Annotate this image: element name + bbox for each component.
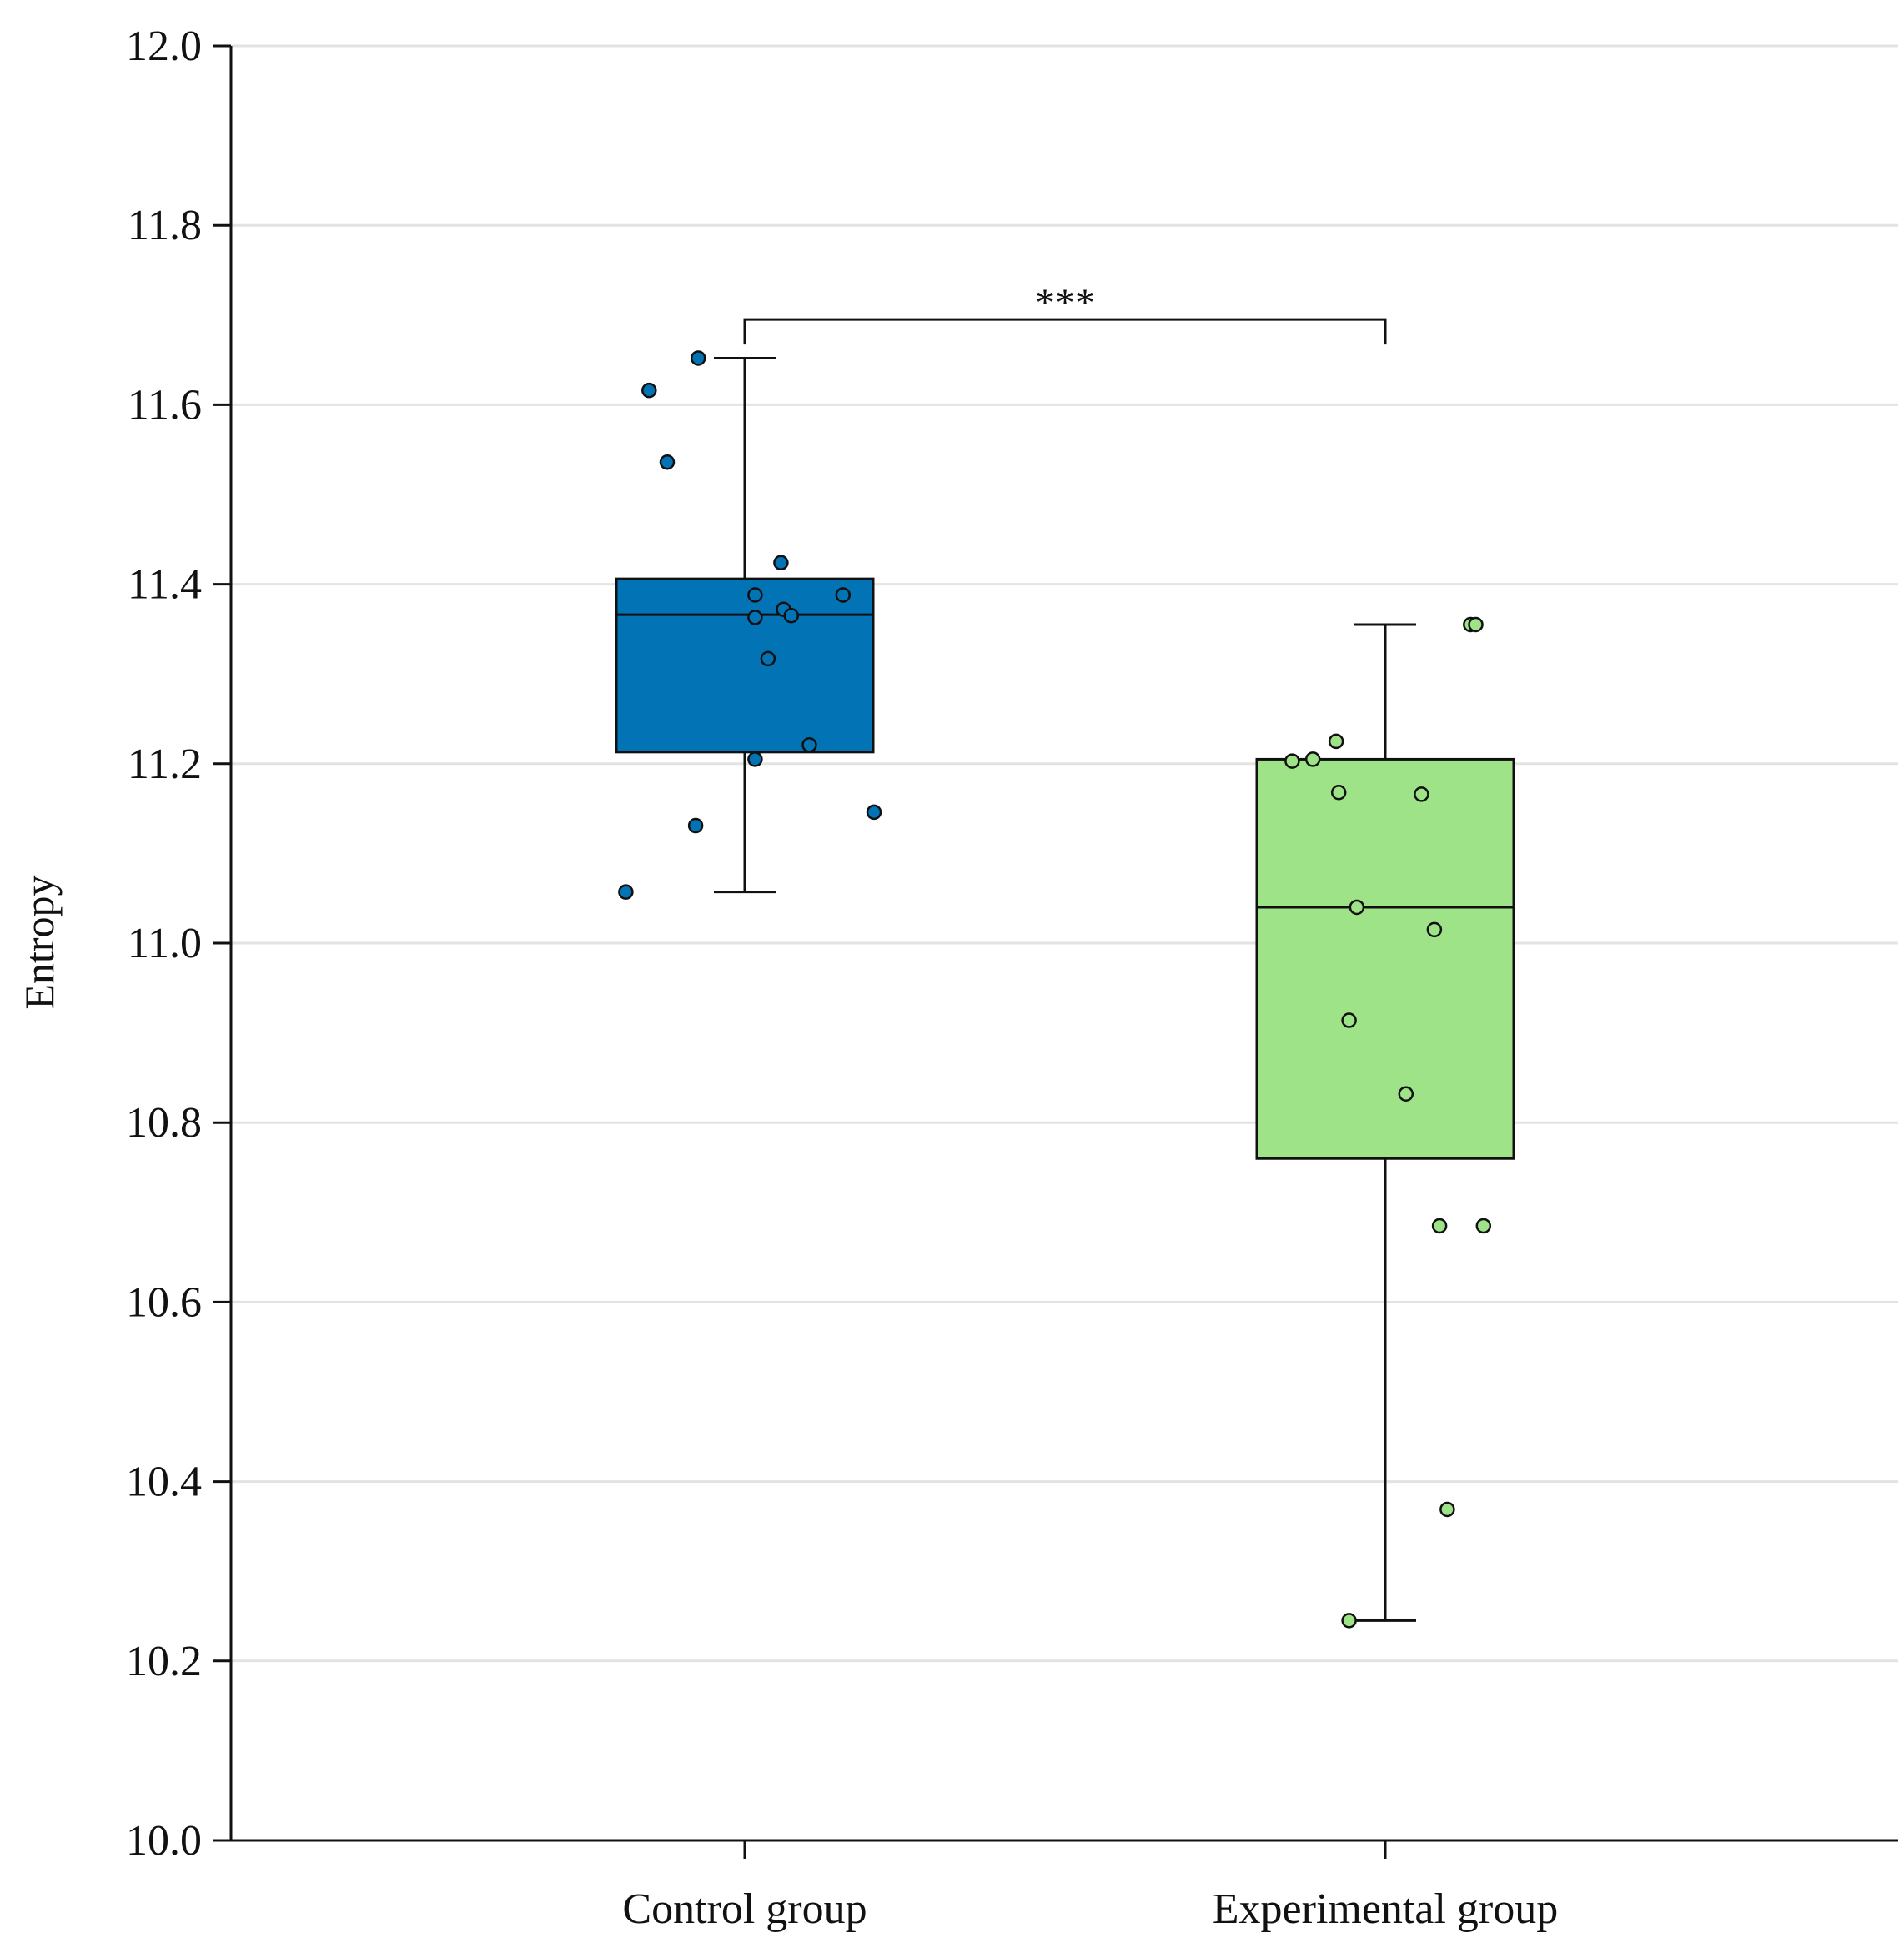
- data-point: [1304, 751, 1321, 767]
- data-point: [1439, 1501, 1455, 1518]
- data-point: [641, 382, 657, 399]
- y-tick-label: 11.2: [128, 741, 202, 788]
- y-tick-label: 11.0: [128, 920, 202, 967]
- y-tick-label: 10.2: [126, 1638, 202, 1685]
- data-point: [687, 817, 704, 834]
- data-point: [1475, 1218, 1492, 1234]
- y-tick-label: 10.6: [126, 1278, 202, 1326]
- y-tick-label: 10.4: [126, 1459, 202, 1506]
- data-point: [659, 454, 676, 470]
- box-control: [615, 356, 875, 894]
- box-experimental: [1255, 623, 1515, 1622]
- data-point: [760, 650, 776, 667]
- significance-annotation: ***: [743, 281, 1387, 345]
- data-point: [1398, 1086, 1414, 1102]
- data-point: [773, 555, 789, 571]
- data-point: [618, 884, 634, 900]
- data-point: [866, 804, 882, 821]
- data-point: [690, 350, 706, 366]
- data-point: [1284, 753, 1300, 769]
- data-point: [1330, 784, 1347, 801]
- y-tick-label: 10.0: [126, 1817, 202, 1865]
- data-point: [1468, 616, 1484, 633]
- data-point: [1341, 1613, 1357, 1629]
- x-ticks: Control group Experimental group: [622, 1840, 1558, 1933]
- data-points: [618, 350, 1492, 1629]
- data-point: [1341, 1012, 1357, 1028]
- y-tick-label: 10.8: [126, 1099, 202, 1147]
- y-ticks: 10.0 10.2 10.4 10.6 10.8 11.0 11.2 11.4 11.6 11.8…: [126, 23, 231, 1865]
- y-tick-label: 11.6: [128, 381, 202, 429]
- data-point: [747, 751, 763, 767]
- data-point: [1426, 921, 1443, 938]
- box-iqr: [615, 577, 875, 754]
- significance-label: ***: [1035, 281, 1095, 325]
- y-axis-title: Entropy: [16, 875, 63, 1009]
- data-point: [1431, 1218, 1448, 1234]
- boxes: [615, 356, 1515, 1622]
- gridlines: [231, 44, 1898, 1663]
- data-point: [747, 610, 763, 625]
- x-tick-label: Control group: [622, 1885, 867, 1933]
- box-iqr: [1255, 757, 1515, 1160]
- data-point: [1349, 899, 1365, 916]
- significance-bracket: [743, 318, 1387, 345]
- data-point: [1414, 786, 1429, 802]
- data-point: [1328, 733, 1344, 750]
- data-point: [835, 587, 852, 603]
- y-tick-label: 11.8: [128, 202, 202, 249]
- y-tick-label: 11.4: [128, 561, 202, 609]
- x-tick-label: Experimental group: [1213, 1885, 1558, 1933]
- data-point: [801, 736, 817, 753]
- y-tick-label: 12.0: [126, 23, 202, 70]
- data-point: [783, 608, 800, 624]
- data-point: [747, 587, 763, 603]
